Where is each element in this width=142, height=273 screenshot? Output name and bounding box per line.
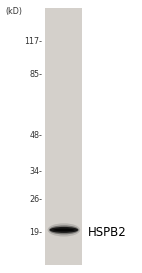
Text: 34-: 34- [30, 167, 43, 176]
Text: 85-: 85- [30, 70, 43, 79]
Text: 19-: 19- [30, 228, 43, 237]
Text: (kD): (kD) [6, 7, 23, 16]
Text: 48-: 48- [30, 130, 43, 140]
Text: 26-: 26- [30, 195, 43, 204]
Text: 117-: 117- [25, 37, 43, 46]
Ellipse shape [49, 225, 79, 235]
Text: HSPB2: HSPB2 [88, 226, 127, 239]
Ellipse shape [50, 227, 78, 233]
Ellipse shape [53, 229, 75, 231]
Ellipse shape [48, 223, 80, 236]
FancyBboxPatch shape [45, 8, 82, 265]
